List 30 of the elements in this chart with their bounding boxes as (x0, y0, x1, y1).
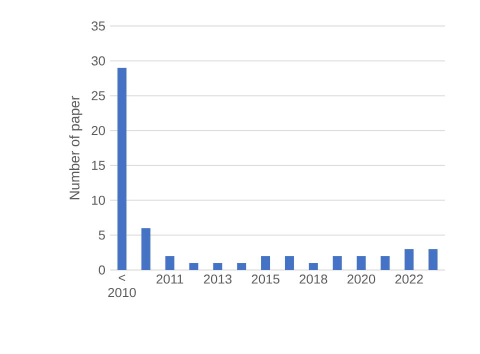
y-tick-label: 0 (98, 265, 105, 275)
bar (380, 256, 390, 270)
y-tick-label: 10 (92, 196, 105, 205)
bar (308, 263, 318, 270)
y-tick-label: 25 (92, 91, 105, 100)
y-tick-label: 20 (92, 126, 105, 136)
bar (165, 256, 174, 270)
bar (404, 249, 414, 270)
y-tick-label: 35 (92, 21, 105, 31)
y-axis-title: Number of paper (69, 96, 82, 200)
x-tick-label: < 2010 (108, 274, 136, 298)
bar (428, 249, 438, 270)
x-tick-label: 2013 (204, 274, 232, 284)
y-tick-label: 15 (92, 160, 105, 170)
bar (117, 68, 126, 270)
x-tick-label: 2020 (348, 274, 376, 284)
bar (189, 263, 198, 270)
y-tick-label: 30 (92, 56, 105, 66)
bar (332, 256, 342, 270)
x-tick-label: 2022 (395, 274, 423, 284)
bar (141, 228, 150, 270)
x-tick-label: 2011 (156, 274, 184, 284)
x-tick-label: 2018 (300, 274, 328, 284)
y-tick-label: 5 (98, 230, 105, 240)
bar (356, 256, 366, 270)
bar (237, 263, 246, 270)
bar (213, 263, 222, 270)
x-tick-label: 2015 (252, 274, 280, 284)
bar (261, 256, 270, 270)
bar (284, 256, 294, 270)
